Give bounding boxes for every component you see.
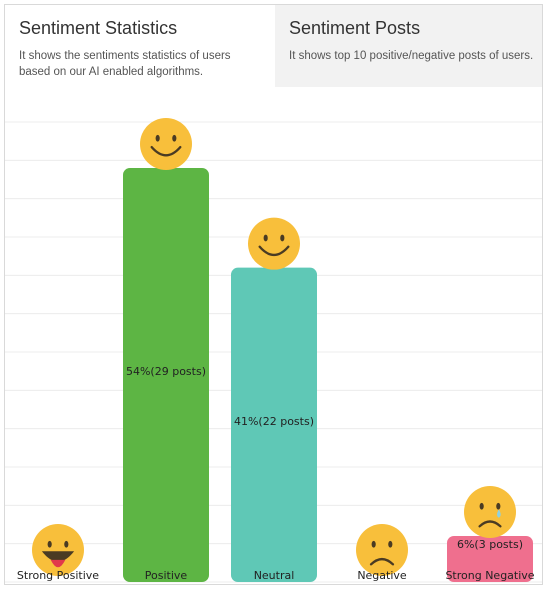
- emoji-eye: [47, 540, 52, 548]
- emoji-tear: [497, 509, 501, 518]
- category-label: Strong Negative: [445, 569, 534, 582]
- emoji-mouth: [369, 557, 395, 566]
- emoji-face: [140, 118, 192, 170]
- tab-bar: Sentiment Statistics It shows the sentim…: [5, 5, 542, 87]
- value-label: 6%(3 posts): [457, 538, 523, 551]
- tab-title: Sentiment Posts: [289, 18, 421, 38]
- value-label: 41%(22 posts): [234, 415, 314, 428]
- sentiment-widget: Sentiment Statistics It shows the sentim…: [4, 4, 543, 585]
- tab-sentiment-posts[interactable]: Sentiment Posts It shows top 10 positive…: [275, 5, 542, 87]
- emoji-face: [248, 217, 300, 270]
- frown-icon: [356, 524, 408, 576]
- emoji-eye: [371, 540, 376, 548]
- tab-description: It shows top 10 positive/negative posts …: [289, 50, 534, 62]
- emoji-mouth: [150, 145, 182, 157]
- emoji-mouth: [258, 245, 290, 257]
- emoji-mouth: [478, 520, 502, 528]
- emoji-eye: [496, 502, 501, 510]
- grin-tongue-icon: [32, 524, 84, 576]
- category-label: Strong Positive: [17, 569, 99, 582]
- emoji-face: [32, 524, 84, 576]
- emoji-eye: [172, 134, 177, 142]
- smile-icon: [248, 217, 300, 270]
- value-label: 54%(29 posts): [126, 365, 206, 378]
- bar-neutral: [231, 267, 317, 582]
- emoji-eye: [64, 540, 69, 548]
- emoji-eye: [280, 234, 285, 242]
- tab-sentiment-statistics[interactable]: Sentiment Statistics It shows the sentim…: [5, 5, 275, 87]
- sentiment-bar-chart: Strong Positive 54%(29 posts) Positive 41%(…: [5, 118, 542, 583]
- emoji-eye: [479, 502, 484, 510]
- smile-icon: [140, 118, 192, 170]
- sad-tear-icon: [464, 486, 516, 538]
- tab-title: Sentiment Statistics: [19, 18, 178, 38]
- emoji-eye: [263, 234, 268, 242]
- category-label: Negative: [357, 569, 407, 582]
- emoji-eye: [155, 134, 160, 142]
- emoji-eye: [388, 540, 393, 548]
- emoji-tongue: [50, 559, 66, 568]
- emoji-face: [464, 486, 516, 538]
- category-label: Positive: [145, 569, 188, 582]
- emoji-mouth: [41, 551, 75, 562]
- category-label: Neutral: [254, 569, 295, 582]
- emoji-face: [356, 524, 408, 576]
- tab-description: It shows the sentiments statistics of us…: [19, 50, 231, 78]
- bar-strong-negative: [447, 536, 533, 582]
- bar-positive: [123, 168, 209, 582]
